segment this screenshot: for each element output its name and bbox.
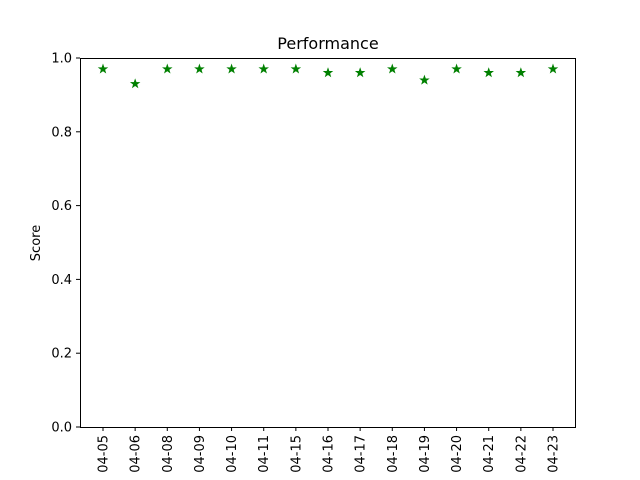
data-point-star [194,63,205,74]
data-point-star [129,78,141,89]
x-tick-label: 04-09 [193,435,208,473]
y-tick-label: 0.8 [51,125,72,140]
x-tick-label: 04-22 [514,435,529,473]
x-axis: 04-05 04-06 04-08 04-09 04-10 04-11 04-15 04-16… [97,427,562,473]
data-point-star [451,63,462,74]
x-tick-label: 04-18 [386,435,401,473]
x-tick-label: 04-19 [418,435,433,473]
data-point-star [226,63,237,74]
x-tick-label: 04-05 [97,435,112,473]
chart-title: Performance [277,34,378,53]
data-point-star [354,67,366,78]
data-point-star [162,63,173,74]
y-tick-label: 0.2 [51,347,72,362]
x-tick-label: 04-10 [225,435,240,473]
x-tick-label: 04-21 [482,435,497,473]
data-point-star [97,63,109,74]
y-tick-label: 0.4 [51,273,72,288]
data-point-star [419,74,430,85]
data-points [97,63,559,89]
data-point-star [515,67,527,78]
x-tick-label: 04-15 [289,435,304,473]
data-point-star [483,67,494,78]
y-tick-label: 0.6 [51,199,72,214]
x-tick-label: 04-17 [354,435,369,473]
data-point-star [547,63,559,74]
x-tick-label: 04-23 [547,435,562,473]
data-point-star [258,63,269,74]
y-tick-label: 1.0 [51,52,72,67]
x-tick-label: 04-16 [322,435,337,473]
plot-area-frame [80,58,576,428]
data-point-star [290,63,302,74]
x-tick-label: 04-20 [450,435,465,473]
y-axis: 0.0 0.2 0.4 0.6 0.8 1.0 [51,52,80,436]
data-point-star [387,63,398,74]
y-tick-label: 0.0 [51,421,72,436]
data-point-star [322,67,334,78]
x-tick-label: 04-11 [257,435,272,473]
y-axis-label: Score [29,225,44,261]
x-tick-label: 04-06 [129,435,144,473]
x-tick-label: 04-08 [161,435,176,473]
